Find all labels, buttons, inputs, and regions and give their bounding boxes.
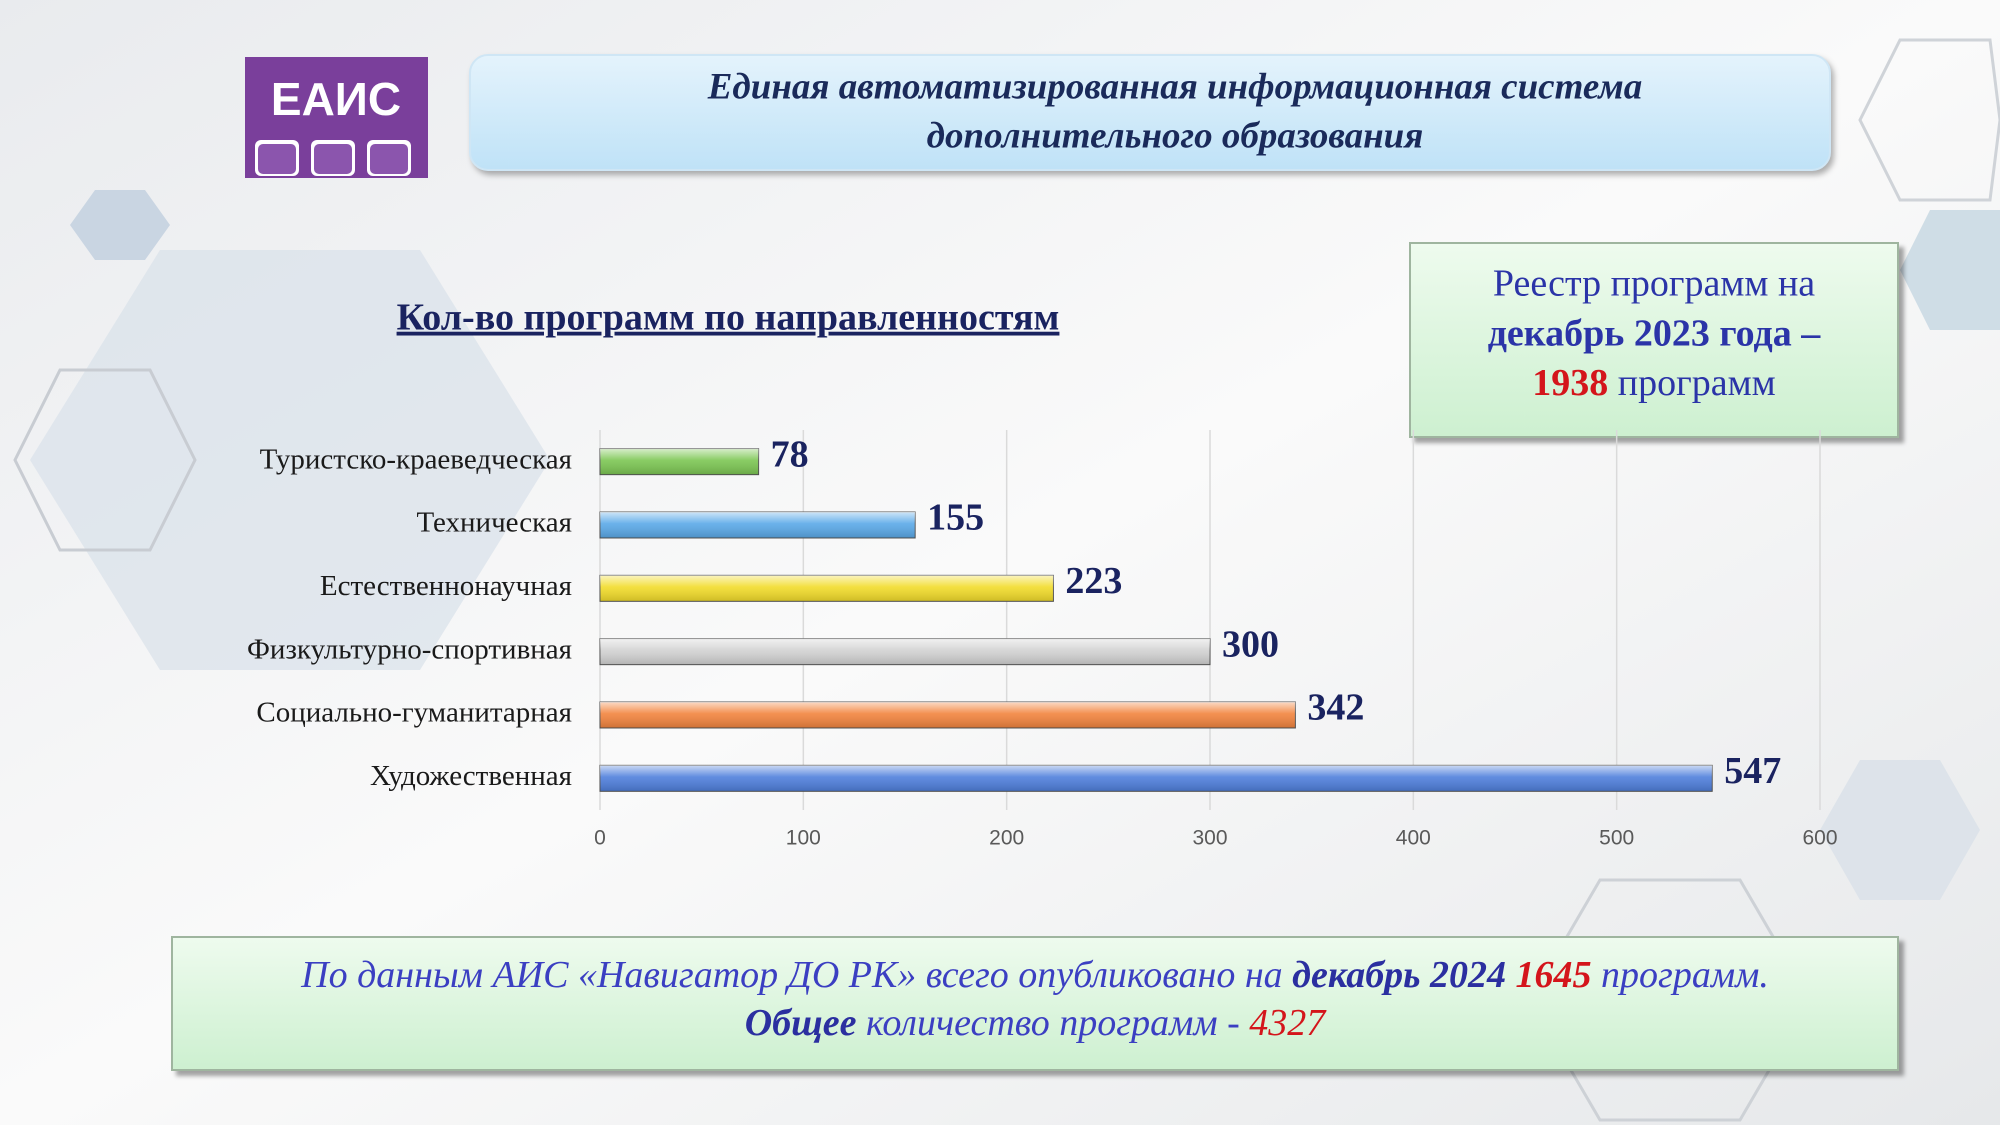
registry-suffix: программ (1618, 362, 1776, 404)
note-text: По данным АИС «Навигатор ДО РК» всего оп… (300, 954, 1283, 996)
decor-hexagons (13, 38, 2000, 1122)
bar-shine (600, 575, 1054, 602)
note-count: 1645 (1516, 954, 1592, 996)
value-label: 547 (1724, 750, 1781, 792)
header-line: дополнительного образования (927, 115, 1424, 156)
chart-title: Кол-во программ по направленностям (397, 297, 1060, 339)
y-tick-label: Физкультурно-спортивная (247, 633, 572, 665)
registry-line: Реестр программ на (1493, 263, 1815, 305)
header-banner (469, 54, 1831, 171)
y-tick-label: Социально-гуманитарная (256, 697, 572, 729)
note-box (171, 936, 1899, 1071)
bar-shine (600, 512, 916, 538)
x-tick-label: 600 (1802, 827, 1837, 850)
x-tick-label: 100 (786, 827, 821, 850)
value-label: 155 (927, 497, 984, 539)
value-label: 342 (1307, 687, 1364, 729)
registry-count: 1938 (1532, 362, 1608, 404)
header-line: Единая автоматизированная информационная… (707, 66, 1643, 107)
registry-box (1409, 242, 1899, 438)
note-total-word: Общее (745, 1002, 857, 1044)
x-tick-label: 400 (1396, 827, 1431, 850)
y-tick-label: Художественная (370, 760, 572, 792)
x-tick-label: 300 (1192, 827, 1227, 850)
bar-shine (600, 765, 1713, 792)
logo: ЕАИС (245, 57, 428, 178)
registry-line: декабрь 2023 года – (1488, 313, 1822, 355)
bar-shine (600, 448, 759, 475)
chart: 0 100 200 300 400 500 600 Туристско-краеведческ… (247, 430, 1838, 850)
bar-shine (600, 638, 1210, 665)
note-total: 4327 (1249, 1002, 1327, 1044)
bar-shine (600, 702, 1296, 728)
note-date: декабрь 2024 (1292, 954, 1506, 996)
value-label: 300 (1222, 623, 1279, 665)
x-tick-label: 0 (594, 827, 606, 850)
note-text: количество программ - (866, 1002, 1240, 1044)
registry-line: 1938 программ (1532, 362, 1775, 404)
y-tick-label: Техническая (416, 507, 572, 539)
value-label: 78 (771, 433, 809, 475)
y-tick-label: Естественнонаучная (320, 570, 572, 602)
note-line: Общее количество программ - 4327 (745, 1002, 1328, 1044)
y-tick-label: Туристско-краеведческая (260, 443, 572, 475)
x-tick-label: 500 (1599, 827, 1634, 850)
value-label: 223 (1065, 560, 1122, 602)
x-tick-label: 200 (989, 827, 1024, 850)
logo-text: ЕАИС (271, 73, 401, 125)
note-text: программ. (1601, 954, 1769, 996)
note-line: По данным АИС «Навигатор ДО РК» всего оп… (300, 954, 1769, 996)
